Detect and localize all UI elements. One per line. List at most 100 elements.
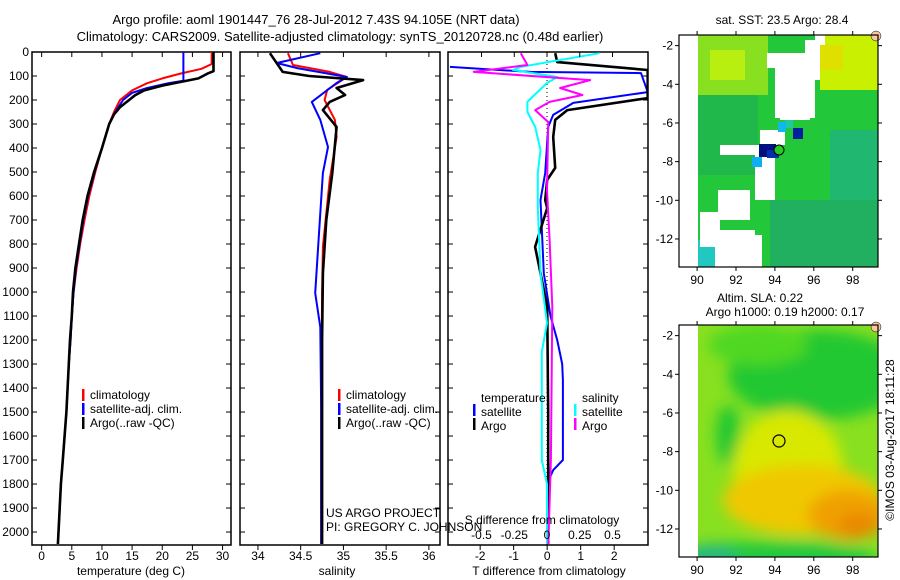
lon-tick-label: 96 [807,273,821,287]
figure-title-line2: Climatology: CARS2009. Satellite-adjuste… [77,29,604,44]
x-tick-label: 35 [337,549,351,563]
legend-swatch-s-argo [574,418,577,430]
legend-swatch-t-satellite [473,404,476,416]
x-tick-label: 2 [611,549,618,563]
map-frame [678,324,879,558]
x-tick-label: 1 [577,549,584,563]
legend-label-s-argo: Argo [582,419,608,433]
y-tick-label: 300 [9,117,29,131]
legend-label-argo: Argo(..raw -QC) [90,416,175,430]
lat-tick-label: -10 [656,483,674,497]
legend-label-argo: Argo(..raw -QC) [346,416,431,430]
lat-tick-label: -4 [662,77,673,91]
sla-map-panel: Altim. SLA: 0.22 Argo h1000: 0.19 h2000:… [656,291,882,577]
legend-header-temperature: temperature [481,391,546,405]
series-line-salinity-satellite [512,52,600,544]
y-tick-label: 1500 [2,405,29,419]
x-tick-label: 36 [422,549,436,563]
sst-field [679,35,878,267]
lat-tick-label: -12 [656,522,674,536]
y-tick-label: 700 [9,213,29,227]
legend-swatch-climatology [82,389,85,401]
y-tick-label: 0 [22,45,29,59]
x-tick-label: 10 [95,549,109,563]
coast-marker [870,30,882,42]
y-tick-label: 2000 [2,525,29,539]
series-line-salinity-argo [472,52,592,545]
y-tick-label: 1800 [2,477,29,491]
series-line-temperature-argo [533,52,648,544]
y-tick-label: 1100 [3,309,29,323]
y-tick-label: 1400 [2,381,29,395]
x-tick-label: -2 [475,549,486,563]
x2-tick-label: 0.5 [604,528,621,542]
y-tick-label: 900 [9,261,29,275]
coast-marker [870,321,882,333]
y-tick-label: 1700 [2,453,29,467]
map-frame [678,34,879,268]
legend-label-t-argo: Argo [481,419,507,433]
x-tick-label: 30 [216,549,230,563]
legend-swatch-argo [82,417,85,429]
lon-tick-label: 96 [807,563,821,577]
sla-map-subtitle: Argo h1000: 0.19 h2000: 0.17 [706,305,865,319]
lat-tick-label: -12 [656,232,674,246]
lat-tick-label: -6 [662,406,673,420]
y-tick-label: 600 [9,189,29,203]
x-tick-label: 25 [186,549,200,563]
lat-tick-label: -2 [662,329,673,343]
lon-tick-label: 90 [690,273,704,287]
plot-frame [31,51,232,546]
temperature-profile-panel: temperature (deg C) climatology satellit… [2,45,232,578]
credit-project: US ARGO PROJECT [326,506,441,520]
float-marker [772,434,786,448]
x-tick-label: 5 [68,549,75,563]
x-axis-label: temperature (deg C) [77,564,185,578]
legend-label-climatology: climatology [346,388,406,402]
x2-tick-label: -0.25 [501,528,529,542]
legend-swatch-s-satellite [574,404,577,416]
y-tick-label: 1200 [2,333,29,347]
legend-swatch-argo [338,417,341,429]
y-tick-label: 1900 [2,501,29,515]
legend-swatch-satellite [82,403,85,415]
timestamp: ©IMOS 03-Aug-2017 18:11:28 [883,359,897,521]
x2-axis-label-s: S difference from climatology [465,513,620,527]
lon-tick-label: 98 [846,273,860,287]
lon-tick-label: 92 [729,273,743,287]
legend-label-s-satellite: satellite [582,405,623,419]
lat-tick-label: -8 [662,445,673,459]
lon-tick-label: 94 [768,563,782,577]
legend-header-salinity: salinity [582,391,619,405]
y-tick-label: 200 [9,93,29,107]
sst-map-panel: sat. SST: 23.5 Argo: 28.4 [656,13,882,287]
salinity-profile-panel: salinity climatology satellite-adj. clim… [239,51,482,578]
sst-map-title: sat. SST: 23.5 Argo: 28.4 [716,13,849,27]
credit-pi: PI: GREGORY C. JOHNSON [326,520,482,534]
y-tick-label: 1600 [2,429,29,443]
x-axis-label: salinity [319,564,356,578]
lon-tick-label: 92 [729,563,743,577]
x-tick-label: -1 [508,549,519,563]
legend-label-satellite: satellite-adj. clim. [346,402,438,416]
plot-frame [239,51,441,546]
x-tick-label: 0 [38,549,45,563]
y-tick-label: 500 [9,165,29,179]
lon-tick-label: 94 [768,273,782,287]
series-line-satellite-adj-clim [275,52,348,544]
sla-map-title: Altim. SLA: 0.22 [717,291,803,305]
y-tick-label: 1300 [2,357,29,371]
legend-swatch-satellite [338,403,341,415]
lat-tick-label: -4 [662,367,673,381]
x2-tick-label: 0 [544,528,551,542]
y-tick-label: 400 [9,141,29,155]
legend: climatology satellite-adj. clim. Argo(..… [338,388,438,430]
y-tick-label: 1000 [2,285,29,299]
x-tick-label: 15 [125,549,139,563]
lon-tick-label: 90 [690,563,704,577]
legend: temperature satellite Argo salinity sate… [473,391,623,433]
legend-label-climatology: climatology [90,388,150,402]
difference-profile-panel: T difference from climatology S differen… [447,51,649,578]
float-marker [773,144,785,156]
